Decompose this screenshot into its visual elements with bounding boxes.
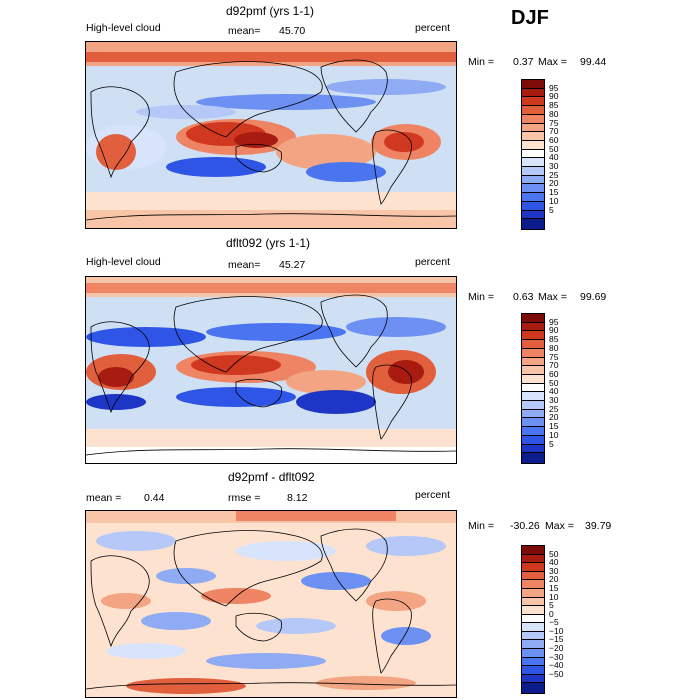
panel3-mean-label: mean = — [86, 492, 122, 504]
panel3-colorbar: 50 40 30 20 15 10 5 0 −5 −10 −15 −20 −30 −40 −50 — [521, 545, 571, 694]
colorbar-tick-label: 70 — [549, 126, 559, 137]
colorbar-tick-label: 15 — [549, 187, 559, 198]
colorbar-tick-label: 10 — [549, 195, 559, 206]
colorbar-swatch — [521, 452, 545, 464]
panel1-min-label: Min = — [468, 56, 494, 68]
colorbar-tick-label: 50 — [549, 548, 559, 559]
colorbar-tick-label: 5 — [549, 438, 554, 449]
colorbar-tick-label: 85 — [549, 100, 559, 111]
colorbar-swatch — [521, 218, 545, 230]
colorbar-tick-label: 75 — [549, 351, 559, 362]
panel3-rmse-value: 8.12 — [287, 492, 308, 504]
colorbar-tick-label: 0 — [549, 608, 554, 619]
panel2-title: dflt092 (yrs 1-1) — [226, 236, 311, 250]
panel1-title: d92pmf (yrs 1-1) — [226, 4, 315, 18]
colorbar-tick-label: 50 — [549, 377, 559, 388]
colorbar-tick-label: 5 — [549, 204, 554, 215]
panel3-title: d92pmf - dflt092 — [228, 470, 315, 484]
colorbar-tick-label: 40 — [549, 557, 559, 568]
colorbar-tick-label: 80 — [549, 342, 559, 353]
colorbar-tick-label: 30 — [549, 565, 559, 576]
panel1-map-field — [86, 42, 456, 228]
panel3-max-value: 39.79 — [585, 520, 612, 532]
colorbar-tick-label: 95 — [549, 316, 559, 327]
colorbar-tick-label: 5 — [549, 600, 554, 611]
colorbar-tick-label: −10 — [549, 625, 564, 636]
colorbar-tick-label: 40 — [549, 152, 559, 163]
colorbar-swatch — [521, 682, 545, 694]
panel3-min-label: Min = — [468, 520, 494, 532]
panel2-map-field — [86, 277, 456, 463]
colorbar-tick-label: 30 — [549, 161, 559, 172]
colorbar-tick-label: 50 — [549, 143, 559, 154]
season-label: DJF — [511, 7, 549, 29]
colorbar-tick-label: 70 — [549, 360, 559, 371]
panel2-max-label: Max = — [538, 291, 567, 303]
colorbar-tick-label: 15 — [549, 421, 559, 432]
panel3-units: percent — [415, 489, 451, 501]
colorbar-tick-label: 75 — [549, 117, 559, 128]
panel1-mean-label: mean= — [228, 25, 261, 37]
colorbar-tick-label: 90 — [549, 91, 559, 102]
colorbar-tick-label: 20 — [549, 574, 559, 585]
colorbar-tick-label: 15 — [549, 582, 559, 593]
panel2-max-value: 99.69 — [580, 291, 607, 303]
panel2-mean-label: mean= — [228, 259, 261, 271]
colorbar-tick-label: 90 — [549, 325, 559, 336]
colorbar-tick-label: 20 — [549, 412, 559, 423]
colorbar-tick-label: 60 — [549, 368, 559, 379]
panel3-min-value: -30.26 — [510, 520, 540, 532]
colorbar-tick-label: 40 — [549, 386, 559, 397]
panel1-max-value: 99.44 — [580, 56, 607, 68]
colorbar-tick-label: 10 — [549, 429, 559, 440]
colorbar-tick-label: −15 — [549, 634, 564, 645]
panel1-colorbar: 95 90 85 80 75 70 60 50 40 30 25 20 15 10 5 — [521, 79, 571, 230]
colorbar-tick-label: −50 — [549, 668, 564, 679]
colorbar-tick-label: 10 — [549, 591, 559, 602]
panel2-variable-label: High-level cloud — [86, 256, 161, 268]
colorbar-tick-label: 30 — [549, 395, 559, 406]
panel3-mean-value: 0.44 — [144, 492, 165, 504]
colorbar-tick-label: 95 — [549, 82, 559, 93]
panel2-min-value: 0.63 — [513, 291, 534, 303]
panel3-max-label: Max = — [545, 520, 574, 532]
colorbar-tick-label: −40 — [549, 660, 564, 671]
panel1-mean-value: 45.70 — [279, 25, 306, 37]
panel3-map — [85, 510, 457, 698]
colorbar-tick-label: 85 — [549, 334, 559, 345]
colorbar-tick-label: −20 — [549, 643, 564, 654]
panel3-map-field — [86, 511, 456, 697]
panel2-mean-value: 45.27 — [279, 259, 306, 271]
colorbar-tick-label: 60 — [549, 134, 559, 145]
panel1-units: percent — [415, 22, 451, 34]
panel2-units: percent — [415, 256, 451, 268]
panel1-map — [85, 41, 457, 229]
colorbar-tick-label: 25 — [549, 169, 559, 180]
panel3-rmse-label: rmse = — [228, 492, 261, 504]
colorbar-tick-label: −30 — [549, 651, 564, 662]
panel1-variable-label: High-level cloud — [86, 22, 161, 34]
colorbar-tick-label: −5 — [549, 617, 559, 628]
colorbar-tick-label: 20 — [549, 178, 559, 189]
panel1-max-label: Max = — [538, 56, 567, 68]
panel2-map — [85, 276, 457, 464]
colorbar-tick-label: 25 — [549, 403, 559, 414]
colorbar-tick-label: 80 — [549, 108, 559, 119]
panel1-min-value: 0.37 — [513, 56, 534, 68]
panel2-colorbar: 95 90 85 80 75 70 60 50 40 30 25 20 15 10 5 — [521, 313, 571, 464]
panel2-min-label: Min = — [468, 291, 494, 303]
